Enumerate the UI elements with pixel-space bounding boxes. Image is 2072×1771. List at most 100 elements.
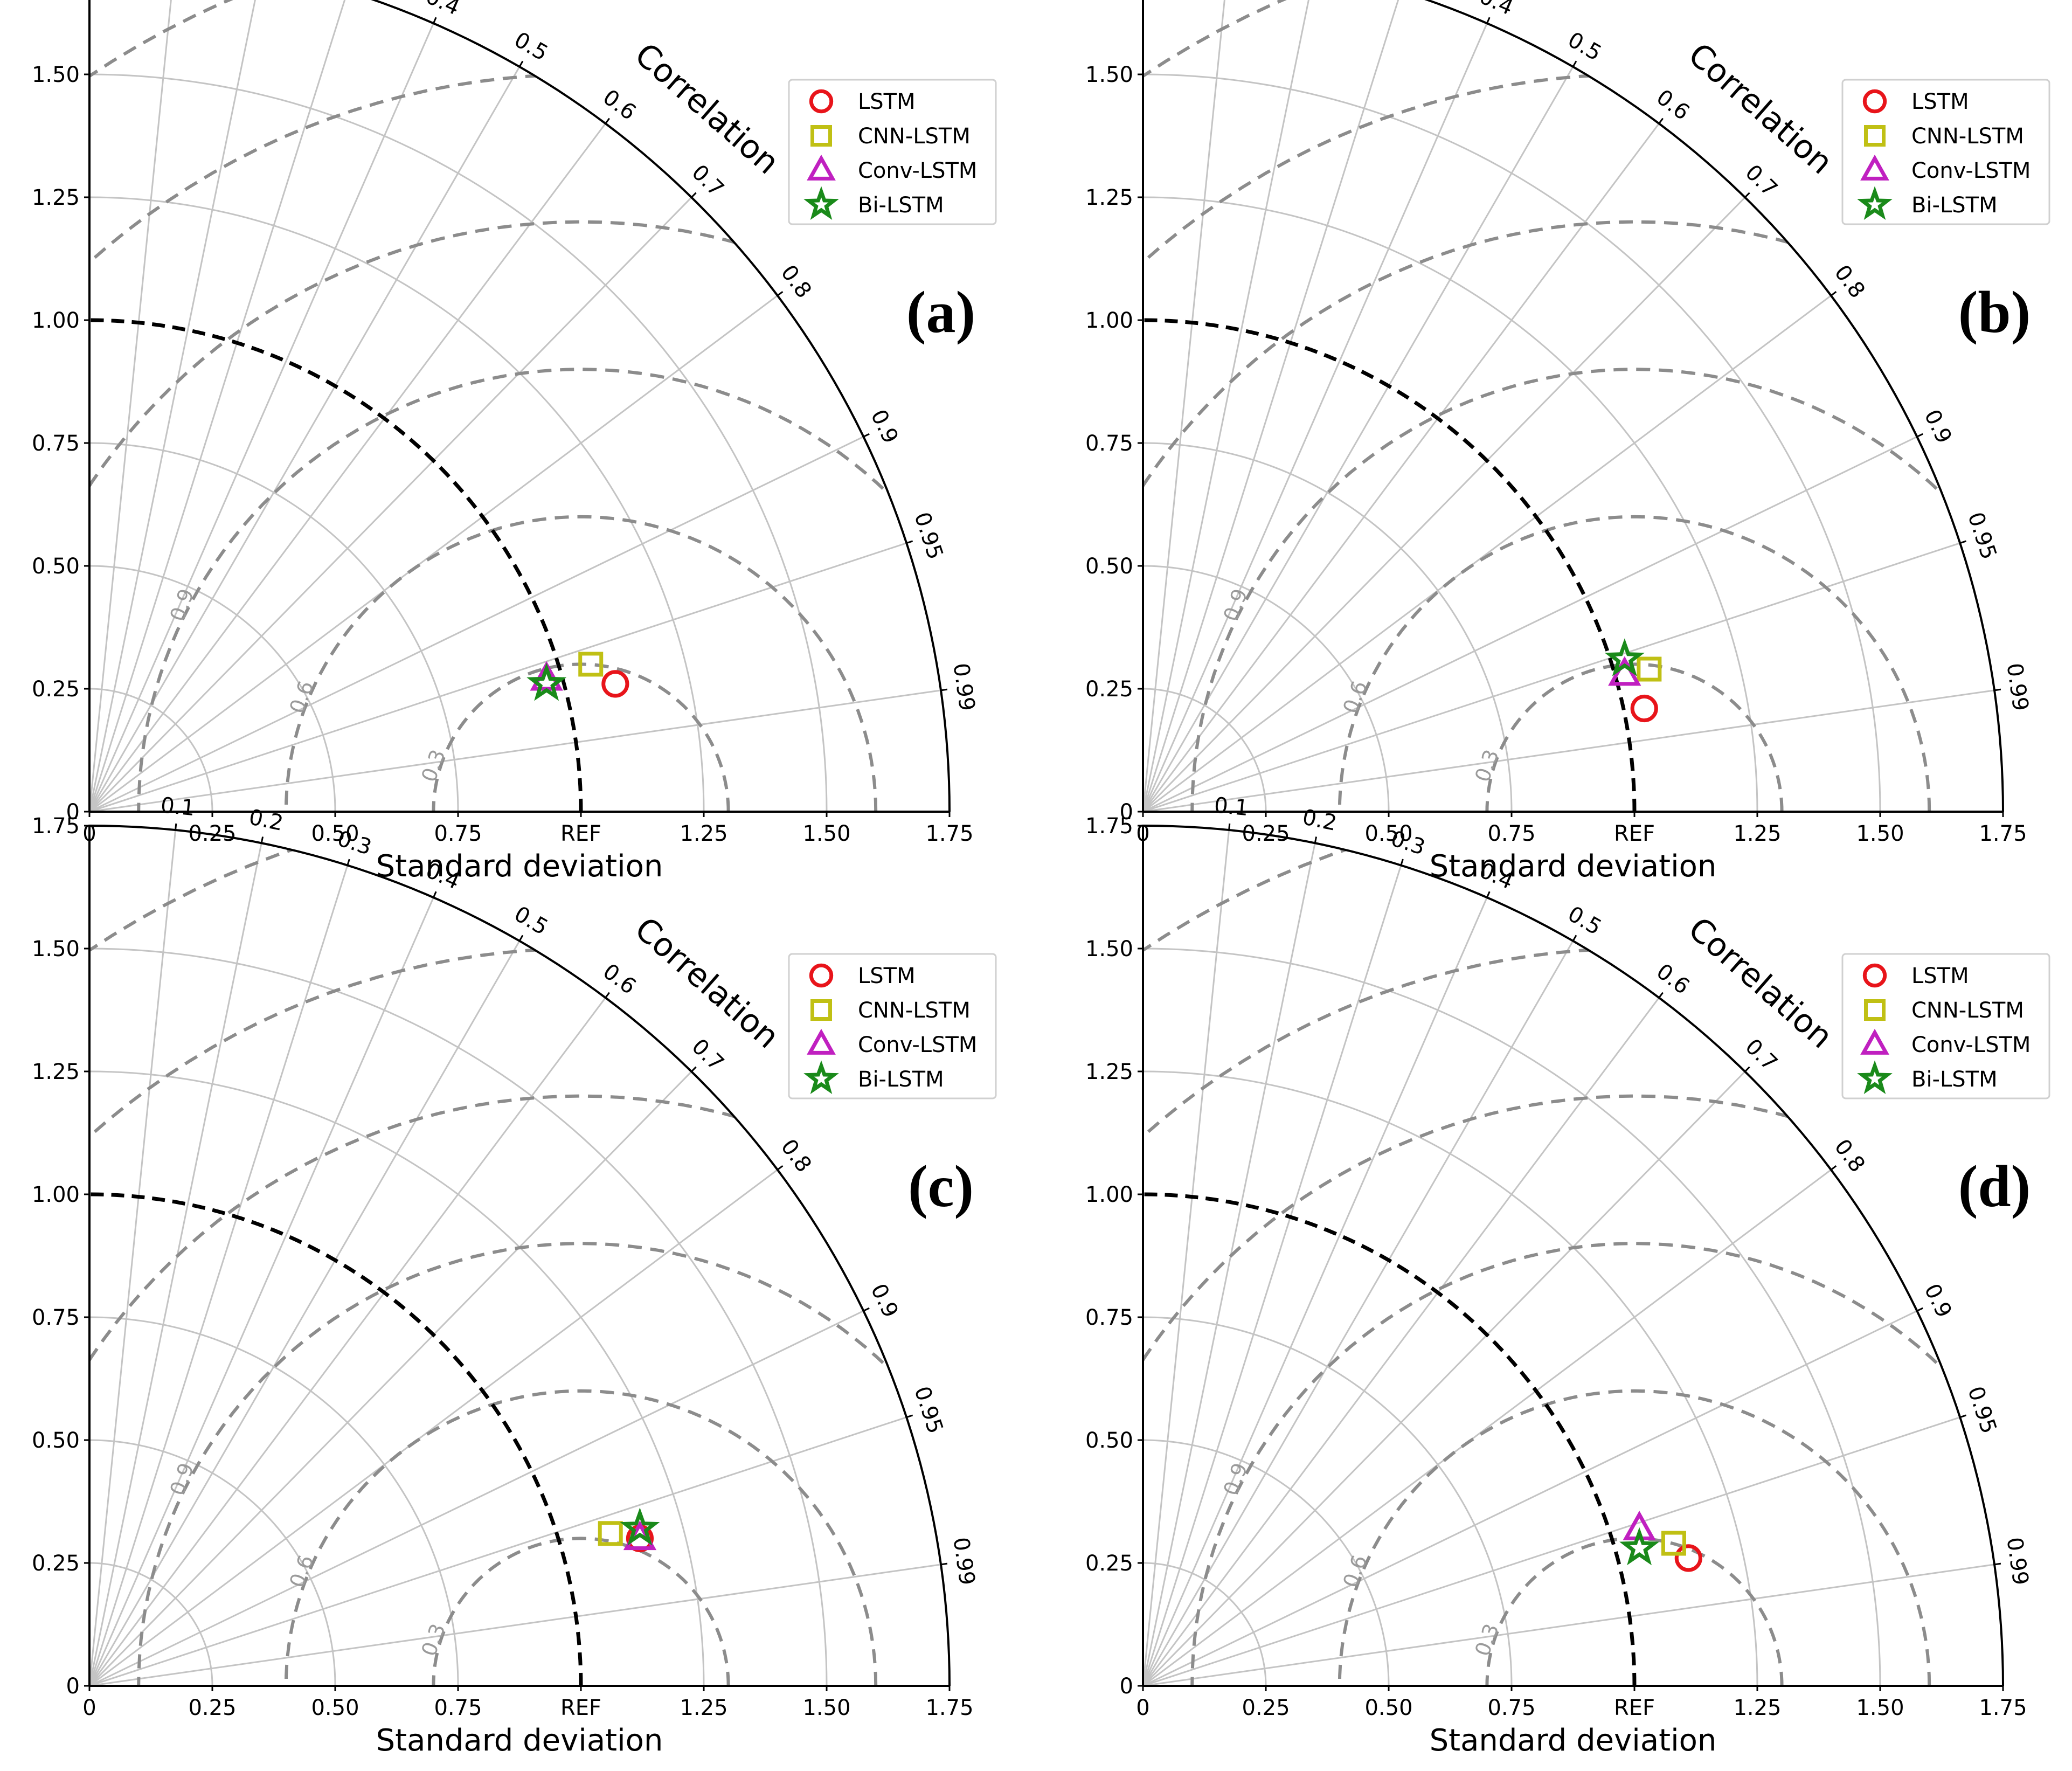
- plot-area: 0.30.60.91.21.51.8: [0, 826, 950, 1686]
- correlation-tick: [906, 540, 913, 544]
- legend-box: [788, 953, 997, 1099]
- rms-contour: [137, 368, 950, 812]
- correlation-tick-label: 0.8: [1830, 260, 1870, 302]
- rms-contour-label: 0.3: [1470, 746, 1503, 785]
- legend: LSTM CNN-LSTM Conv-LSTM Bi-LSTM: [1841, 953, 2050, 1099]
- correlation-tick-label: 0.1: [1213, 793, 1250, 821]
- correlation-grid-line: [1143, 689, 1995, 812]
- correlation-grid-line: [1143, 23, 1488, 812]
- data-point-bi-lstm: [620, 1507, 660, 1546]
- legend-marker-cnn-lstm: [1864, 125, 1886, 147]
- correlation-tick: [1400, 859, 1404, 866]
- x-tick-label: 1.25: [680, 1696, 727, 1720]
- data-points: [1619, 1510, 1702, 1572]
- correlation-grid-line: [1143, 1169, 1832, 1686]
- correlation-tick: [1314, 836, 1318, 843]
- reference-std-arc: [1143, 1192, 1637, 1686]
- correlation-grid-line: [89, 1169, 778, 1686]
- std-grid-arc: [1143, 1070, 1758, 1686]
- correlation-tick-label: 0.4: [1475, 0, 1517, 20]
- x-axis-title: Standard deviation: [1430, 1723, 1717, 1758]
- y-tick-label: 0: [1120, 1674, 1133, 1699]
- correlation-grid-line: [89, 66, 521, 812]
- correlation-tick-label: 0.95: [1963, 509, 2001, 563]
- correlation-grid-line: [89, 295, 778, 812]
- std-grid-arc: [1143, 442, 1513, 812]
- correlation-tick-label: 0.1: [160, 793, 196, 821]
- correlation-tick-label: 0.9: [1919, 406, 1957, 447]
- rms-contour-label: 0.3: [417, 1621, 450, 1659]
- std-grid-arc: [89, 947, 828, 1686]
- correlation-tick: [260, 836, 264, 843]
- correlation-grid-line: [89, 542, 907, 812]
- x-tick-label: REF: [560, 1696, 601, 1720]
- correlation-tick-label: 0.3: [1388, 826, 1428, 860]
- data-point-lstm: [601, 670, 629, 698]
- legend-marker-lstm: [809, 89, 834, 114]
- rms-contour-label: 1.5: [0, 1212, 9, 1251]
- y-tick-label: 1.00: [1085, 1182, 1133, 1207]
- correlation-tick-label: 0.6: [1652, 85, 1694, 125]
- outer-correlation-arc: [371, 0, 951, 812]
- correlation-tick: [863, 433, 870, 438]
- legend-label: Conv-LSTM: [858, 1033, 977, 1057]
- correlation-grid-line: [89, 689, 941, 812]
- correlation-tick: [1658, 117, 1664, 124]
- correlation-tick: [1744, 192, 1750, 198]
- correlation-tick-label: 0.95: [1963, 1383, 2001, 1437]
- legend-box: [1841, 79, 2050, 225]
- legend-label: CNN-LSTM: [858, 124, 971, 149]
- correlation-grid-line: [89, 997, 606, 1686]
- correlation-tick: [1572, 935, 1577, 942]
- correlation-tick: [518, 935, 524, 942]
- x-tick-label: 0.75: [1487, 1696, 1535, 1720]
- data-point-bi-lstm: [1619, 1527, 1660, 1566]
- correlation-grid-line: [1143, 435, 1918, 812]
- correlation-tick-label: 0.3: [334, 826, 375, 860]
- correlation-grid-line: [89, 23, 434, 812]
- x-tick-label: 0.25: [1242, 1696, 1290, 1720]
- rms-contour-label: 0.9: [165, 1460, 199, 1499]
- y-tick-label: 0.25: [32, 677, 80, 702]
- rms-contour-label: 1.5: [1029, 338, 1062, 377]
- correlation-tick-label: 0.4: [422, 0, 463, 20]
- legend-label: CNN-LSTM: [1911, 998, 2024, 1023]
- correlation-tick: [605, 992, 611, 999]
- correlation-grid-line: [1143, 66, 1574, 812]
- legend-marker-cnn-lstm: [810, 999, 832, 1021]
- correlation-grid-line: [89, 865, 349, 1686]
- data-points: [598, 1507, 660, 1552]
- outer-correlation-arc: [1142, 825, 2004, 1686]
- correlation-grid-line: [1143, 1416, 1960, 1686]
- panel-label: (b): [1958, 279, 2031, 345]
- y-tick-label: 1.25: [1085, 1060, 1133, 1084]
- y-tick-label: 0: [66, 1674, 80, 1699]
- rms-contour: [1338, 1389, 1931, 1686]
- outer-correlation-arc: [1424, 0, 2004, 812]
- correlation-tick-label: 0.8: [776, 260, 816, 302]
- x-tick-label: 1.50: [1856, 1696, 1904, 1720]
- x-tick-label: 1.75: [1979, 821, 2027, 846]
- std-grid-arc: [89, 688, 213, 812]
- rms-contour: [284, 515, 878, 812]
- correlation-tick: [906, 1414, 913, 1419]
- legend-marker-bi-lstm: [1857, 186, 1893, 220]
- correlation-tick: [1830, 291, 1837, 296]
- correlation-tick-label: 0.6: [598, 85, 640, 125]
- legend-marker-lstm: [1862, 963, 1887, 988]
- y-tick-label: 0.50: [32, 554, 80, 579]
- correlation-tick-label: 0.99: [948, 1535, 980, 1587]
- correlation-tick: [605, 117, 611, 124]
- x-tick-label: 0.75: [434, 1696, 482, 1720]
- correlation-grid-line: [89, 940, 521, 1686]
- legend-marker-cnn-lstm: [810, 125, 832, 147]
- x-tick-label: 0.50: [1364, 821, 1412, 846]
- correlation-grid-line: [89, 1071, 692, 1686]
- y-tick-label: 0.50: [32, 1428, 80, 1453]
- legend-box: [1841, 953, 2050, 1099]
- x-tick-label: 0.75: [1487, 821, 1535, 846]
- correlation-grid-line: [1143, 865, 1402, 1686]
- correlation-tick-label: 0.5: [510, 902, 552, 940]
- correlation-tick: [691, 192, 697, 198]
- rms-contour: [284, 1389, 878, 1686]
